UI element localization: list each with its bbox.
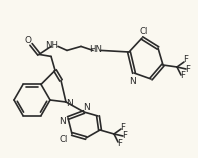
Text: N: N [67,98,73,107]
Text: F: F [123,131,128,140]
Text: NH: NH [46,41,58,50]
Text: HN: HN [89,45,103,54]
Text: N: N [84,103,90,112]
Text: N: N [130,76,136,85]
Text: F: F [117,139,123,148]
Text: F: F [186,64,190,73]
Text: Cl: Cl [60,136,68,145]
Text: O: O [25,36,31,45]
Text: F: F [121,122,126,131]
Text: Cl: Cl [140,27,148,36]
Text: N: N [60,118,66,127]
Text: F: F [184,55,188,64]
Text: F: F [181,72,186,80]
